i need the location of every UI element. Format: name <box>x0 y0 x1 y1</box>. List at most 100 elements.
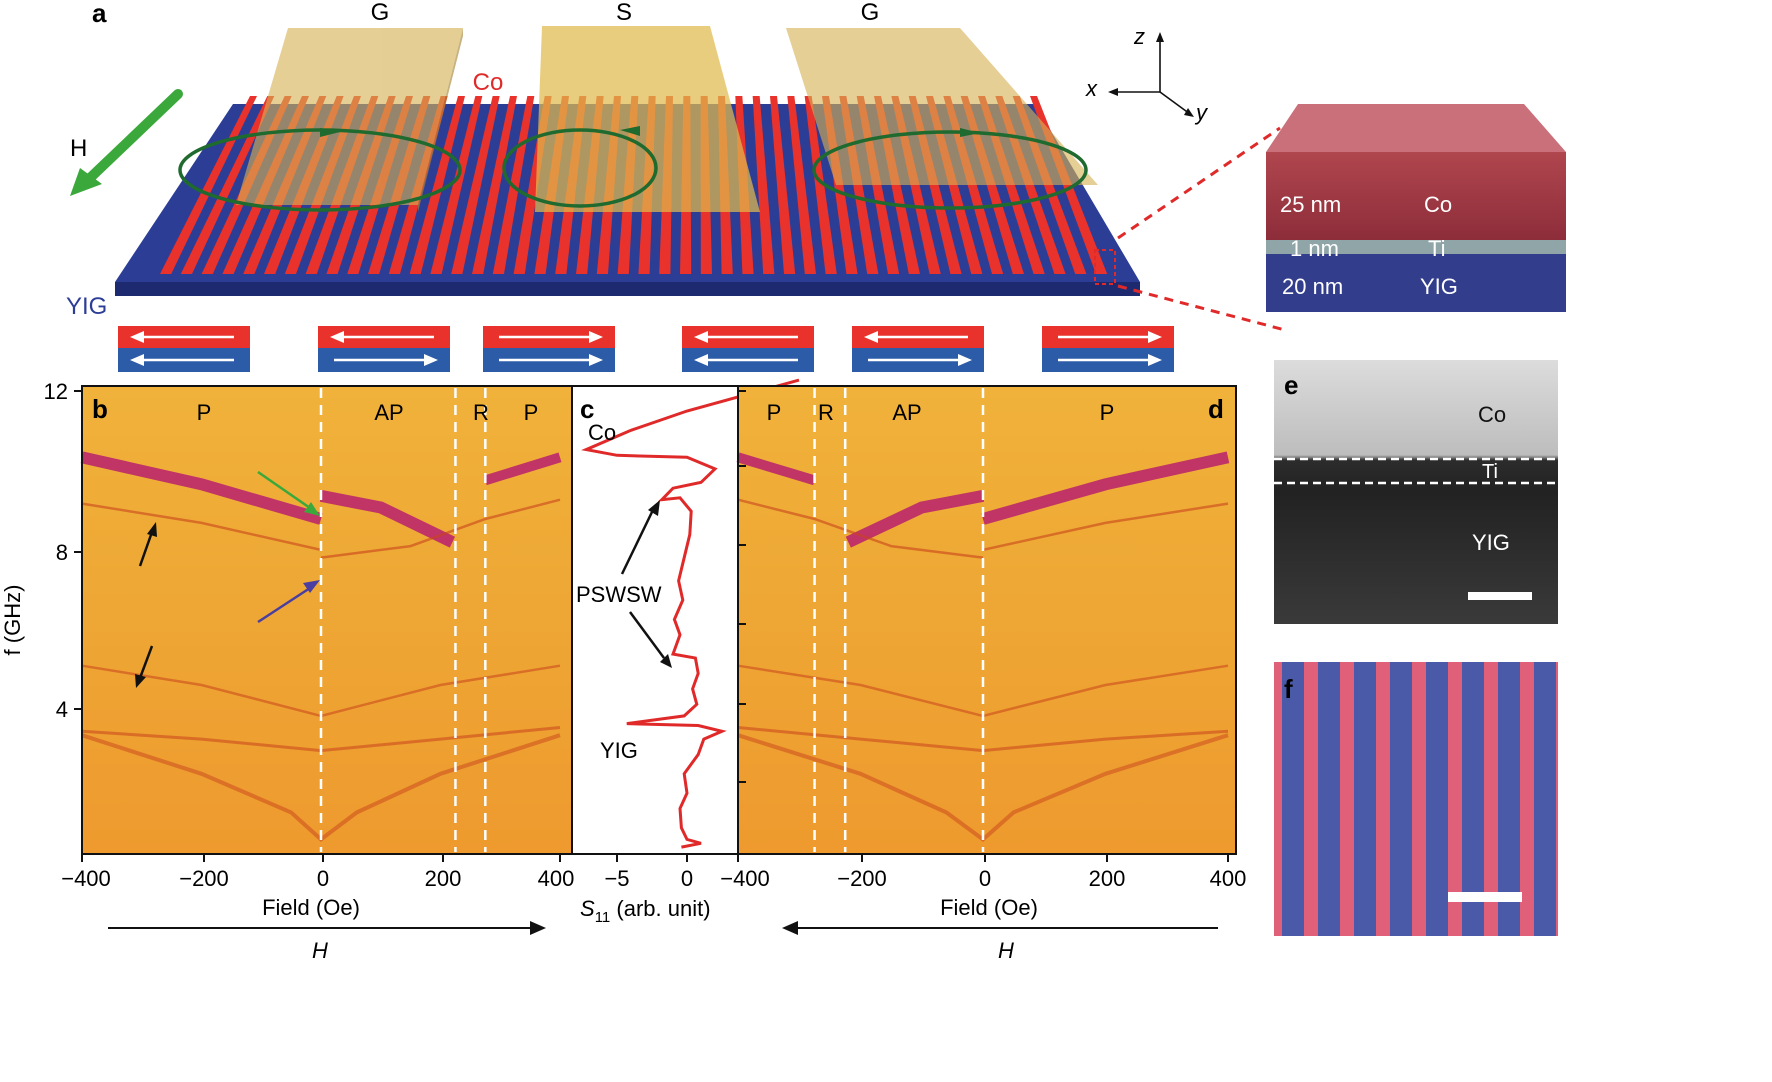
panel-d-map <box>738 386 1236 854</box>
panel-b-xtick-4: 400 <box>538 866 575 891</box>
magnetization-states <box>118 326 1174 372</box>
co-stripe <box>787 96 816 274</box>
dispersion-band <box>81 502 322 552</box>
stack-co-thickness: 25 nm <box>1280 192 1341 217</box>
stack-yig-material: YIG <box>1420 274 1458 299</box>
magnetization-state <box>318 326 450 372</box>
spin-arrow-head <box>424 354 438 366</box>
electrode-signal <box>535 26 760 212</box>
panel-b-xtick-3: 200 <box>425 866 462 891</box>
panel-b-xtick-2: 0 <box>317 866 329 891</box>
panel-c-background <box>572 386 738 854</box>
panel-b-region-r: R <box>473 400 489 425</box>
panel-d-sweep-arrowhead <box>782 921 798 935</box>
panel-b-yticks <box>74 390 82 710</box>
spin-arrow-head <box>864 331 878 343</box>
dispersion-band <box>737 498 984 559</box>
tem-yig-label: YIG <box>1472 530 1510 555</box>
panel-d-xtick-4: 400 <box>1210 866 1247 891</box>
sem-scale-bar <box>1448 892 1522 902</box>
panel-c-yig-label: YIG <box>600 738 638 763</box>
panel-b-region-p2: P <box>524 400 539 425</box>
dispersion-band <box>845 490 985 548</box>
panel-b-ytick-4: 4 <box>56 697 68 722</box>
panel-b-dashed-lines <box>319 388 487 852</box>
spin-arrow-head <box>1148 354 1162 366</box>
panel-d-dashed-lines <box>813 388 985 852</box>
panel-b-ytick-12: 12 <box>44 379 68 404</box>
panel-e-letter: e <box>1284 370 1298 400</box>
black-arrow-up-head <box>147 522 157 537</box>
yig-slab-side <box>115 282 1140 296</box>
dispersion-band <box>319 490 456 548</box>
sem-image <box>1274 662 1558 936</box>
panel-d-region-p1: P <box>767 400 782 425</box>
current-loop-right <box>812 130 1088 210</box>
zoom-line-top <box>1117 126 1281 240</box>
panel-c-letter: c <box>580 394 594 424</box>
green-arrow-shaft <box>257 470 311 510</box>
h-arrow-shaft <box>85 89 183 183</box>
tem-image <box>1274 360 1558 624</box>
axis-x-label: x <box>1085 76 1098 101</box>
panel-d-region-p2: P <box>1100 400 1115 425</box>
green-arrow-head <box>304 502 320 516</box>
axis-y-label: y <box>1194 100 1209 125</box>
panel-b-xtick-1: −200 <box>179 866 229 891</box>
spin-arrow-head <box>694 354 708 366</box>
pswsw-arrow-up-shaft <box>620 511 654 575</box>
panel-f-letter: f <box>1284 674 1293 704</box>
panel-a-letter: a <box>92 0 107 28</box>
panel-a: a G S G Co YIG <box>66 0 1566 332</box>
loop-arrowhead-left <box>320 128 340 137</box>
spin-arrow-head <box>130 354 144 366</box>
black-arrow-up-shaft <box>138 531 154 567</box>
panel-b-region-p1: P <box>197 400 212 425</box>
yig-label: YIG <box>66 293 107 320</box>
panel-b-ytick-8: 8 <box>56 540 68 565</box>
panel-b-xlabel: Field (Oe) <box>262 895 360 920</box>
pswsw-arrow-up-head <box>648 500 660 516</box>
co-stripe <box>180 96 275 274</box>
co-stripe <box>472 96 517 274</box>
panel-d-region-ap: AP <box>892 400 921 425</box>
pswsw-arrow-down-head <box>660 654 672 668</box>
electrode-label-g2: G <box>861 0 880 26</box>
tem-co-label: Co <box>1478 402 1506 427</box>
dispersion-band <box>320 498 561 559</box>
panel-d-bands <box>736 451 1230 842</box>
panel-b-ylabel: f (GHz) <box>0 585 25 656</box>
stack-top-face <box>1266 104 1566 152</box>
panel-b-letter: b <box>92 394 108 424</box>
co-stripe <box>752 96 775 274</box>
spin-arrow-head <box>589 354 603 366</box>
s11-curve <box>581 378 800 849</box>
panel-c-xlabel: S11 (arb. unit) <box>580 896 711 926</box>
layer-stack <box>1266 104 1566 312</box>
electrode-right <box>786 28 1098 185</box>
co-stripe <box>451 96 500 274</box>
co-stripe <box>804 96 837 274</box>
stack-ti-layer <box>1266 240 1566 254</box>
panel-b-sweep-arrowhead <box>530 921 546 935</box>
co-stripe <box>409 96 465 274</box>
panel-c-xtick-0: 0 <box>681 866 693 891</box>
spin-arrow-head <box>694 331 708 343</box>
magnetization-state <box>118 326 250 372</box>
stack-ti-thickness: 1 nm <box>1290 236 1339 261</box>
panel-d-xtick-0: −400 <box>720 866 770 891</box>
magnetization-state <box>1042 326 1174 372</box>
co-stripe <box>770 96 796 274</box>
panel-d-letter: d <box>1208 394 1224 424</box>
stack-ti-material: Ti <box>1428 236 1446 261</box>
panel-c-xtick-minus5: −5 <box>604 866 629 891</box>
panel-b-region-ap: AP <box>374 400 403 425</box>
panel-d-xtick-3: 200 <box>1089 866 1126 891</box>
h-arrow-head <box>70 168 102 196</box>
tem-ti-label: Ti <box>1482 461 1498 483</box>
electrode-label-s: S <box>616 0 632 26</box>
magnetization-state <box>682 326 814 372</box>
axis-y-arrowhead <box>1184 108 1194 117</box>
panel-c: c Co PSWSW YIG −5 0 S11 (arb. unit) <box>571 378 800 926</box>
panel-d-frame <box>737 385 1237 855</box>
